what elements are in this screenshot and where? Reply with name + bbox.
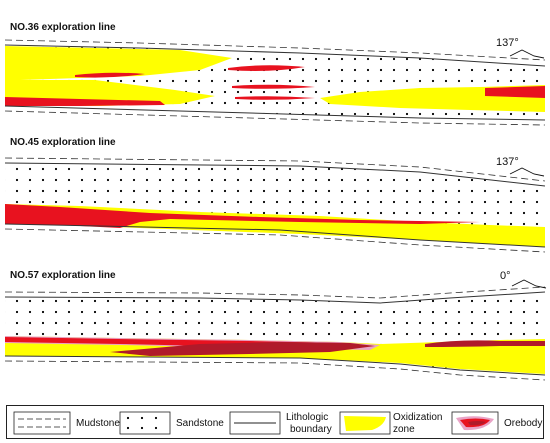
orebody-no57-dark bbox=[110, 342, 375, 356]
mudstone-bottom-no45 bbox=[4, 228, 546, 253]
mudstone-bottom-no36 bbox=[4, 110, 546, 126]
angle-label-no57: 0° bbox=[500, 270, 511, 282]
legend-label-orebody: Orebody bbox=[504, 418, 543, 429]
section-no57 bbox=[4, 279, 547, 381]
legend bbox=[6, 405, 544, 439]
angle-label-no36: 137° bbox=[496, 37, 519, 49]
boundary-top-no57 bbox=[4, 291, 546, 304]
orebody-no36-f bbox=[485, 86, 545, 98]
orebody-no36-a bbox=[75, 72, 145, 78]
orebody-no45 bbox=[5, 204, 480, 228]
mudstone-top-no57 bbox=[4, 286, 546, 299]
boundary-bottom-no57 bbox=[4, 355, 546, 376]
legend-label-lithologic-line2: boundary bbox=[290, 424, 332, 435]
section-title-no57: NO.57 exploration line bbox=[10, 270, 116, 281]
orientation-marker-no45 bbox=[509, 167, 545, 177]
boundary-bottom-no36 bbox=[4, 105, 546, 121]
legend-label-sandstone: Sandstone bbox=[176, 418, 224, 429]
legend-symbols bbox=[13, 411, 499, 435]
section-title-no36: NO.36 exploration line bbox=[10, 22, 116, 33]
legend-lithologic-symbol bbox=[229, 411, 281, 435]
mudstone-top-no36 bbox=[4, 39, 546, 61]
boundary-bottom-no45 bbox=[4, 223, 546, 248]
orebody-no36-b bbox=[5, 97, 165, 106]
legend-label-mudstone: Mudstone bbox=[76, 418, 120, 429]
legend-mudstone-symbol bbox=[13, 411, 71, 435]
legend-oxidization-symbol bbox=[339, 411, 391, 435]
legend-label-oxidization-line1: Oxidization bbox=[393, 412, 443, 423]
legend-sandstone-symbol bbox=[119, 411, 171, 435]
section-no36 bbox=[4, 39, 546, 126]
orebody-no36-c bbox=[228, 65, 305, 71]
orebody-no36-e bbox=[235, 96, 315, 100]
section-no45 bbox=[4, 157, 546, 253]
mudstone-top-no45 bbox=[4, 157, 546, 182]
oxidization-zone-no57 bbox=[5, 336, 545, 374]
section-title-no45: NO.45 exploration line bbox=[10, 137, 116, 148]
orientation-marker-no36 bbox=[509, 49, 545, 59]
orebody-no36-d bbox=[232, 84, 315, 89]
legend-label-oxidization-line2: zone bbox=[393, 424, 415, 435]
legend-orebody-symbol bbox=[451, 411, 499, 435]
boundary-top-no45 bbox=[4, 162, 546, 187]
orientation-marker-no57 bbox=[511, 279, 547, 289]
legend-label-lithologic-line1: Lithologic bbox=[286, 412, 329, 423]
boundary-top-no36 bbox=[4, 44, 546, 67]
orebody-no57-right bbox=[425, 340, 545, 347]
angle-label-no45: 137° bbox=[496, 156, 519, 168]
